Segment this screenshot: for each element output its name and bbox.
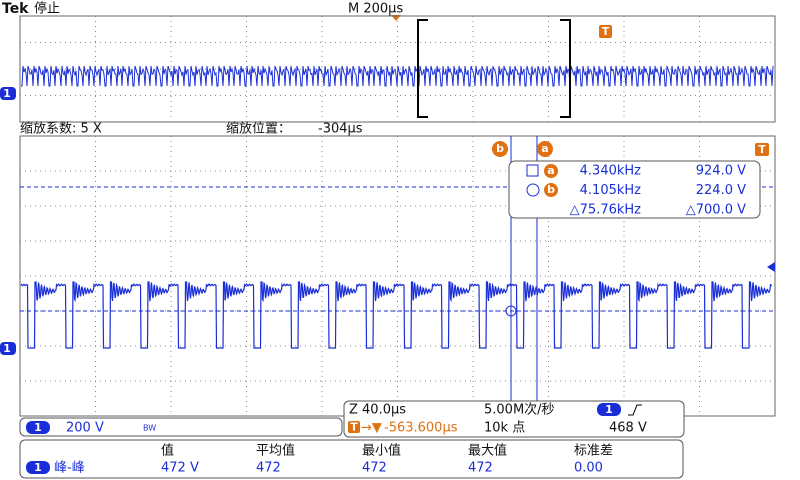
meas-header: 最小值 xyxy=(362,443,401,459)
trigger-level-arrow xyxy=(767,262,775,272)
ch1-badge-main xyxy=(0,342,16,355)
trigger-badge-main xyxy=(755,143,769,156)
cursor-volt: △700.0 V xyxy=(686,203,746,218)
meas-value: 472 xyxy=(362,461,387,476)
meas-value: 472 xyxy=(468,461,493,476)
meas-header: 最大值 xyxy=(468,443,507,459)
trigger-pos-badge-text: T xyxy=(350,421,358,434)
zoom-time: Z 40.0µs xyxy=(349,403,406,418)
meas-header: 平均值 xyxy=(256,443,295,459)
trigger-pos-badge xyxy=(348,421,360,433)
meas-ch-badge xyxy=(26,461,50,474)
channel-bar xyxy=(19,417,343,437)
meas-channel: 1 xyxy=(34,461,42,474)
cursor-a-chip-text: a xyxy=(547,164,554,177)
cursor-a-label: a xyxy=(541,142,548,155)
trigger-level: 468 V xyxy=(609,421,647,436)
record-length: 10k 点 xyxy=(484,421,525,436)
ch1-marker: 1 xyxy=(3,87,11,100)
sample-rate: 5.00M次/秒 xyxy=(484,402,555,418)
trigger-pos-arrow: →▼ xyxy=(361,421,382,436)
zoom-bracket xyxy=(417,19,571,118)
measurement-panel xyxy=(19,439,684,479)
cursor-a-badge xyxy=(537,141,553,157)
brand: Tek xyxy=(2,1,29,17)
ch1-scale-badge xyxy=(26,421,50,434)
meas-header: 标准差 xyxy=(574,444,613,459)
cursor-volt: 924.0 V xyxy=(696,164,746,179)
cursor-b-label: b xyxy=(496,142,504,155)
meas-header: 值 xyxy=(161,443,174,459)
trigger-ch-badge xyxy=(597,403,621,416)
ch1-badge-overview xyxy=(0,87,16,100)
zoom-factor: 缩放系数: 5 X xyxy=(20,121,102,137)
ch1-scale-badge-text: 1 xyxy=(34,421,42,434)
cursor-readout xyxy=(508,160,761,219)
overview-waveform xyxy=(21,65,774,87)
cursor-b-chip xyxy=(544,183,558,197)
meas-value: 0.00 xyxy=(574,461,603,476)
meas-value: 472 xyxy=(256,461,281,476)
trigger-channel: 1 xyxy=(605,403,613,416)
ch1-marker-main: 1 xyxy=(3,342,11,355)
cursor-a-icon xyxy=(526,164,539,177)
zoom-position-label: 缩放位置： xyxy=(226,121,291,137)
cursor-b-chip-text: b xyxy=(547,183,555,196)
meas-value: 472 V xyxy=(161,461,199,476)
trigger-pos: -563.600µs xyxy=(384,421,458,436)
bandwidth-limit: BW xyxy=(143,424,156,433)
cursor-freq: 4.340kHz xyxy=(580,164,642,179)
cursor-volt: 224.0 V xyxy=(696,183,746,198)
trigger-badge-main-text: T xyxy=(758,143,766,156)
timebase: M 200µs xyxy=(348,2,403,17)
cursor-cross xyxy=(505,305,517,317)
cursor-freq: △75.76kHz xyxy=(570,203,642,218)
trigger-badge-text: T xyxy=(602,25,610,38)
trigger-slope xyxy=(628,404,642,416)
main-waveform xyxy=(20,281,773,349)
cursor-freq: 4.105kHz xyxy=(580,183,642,198)
cursor-a-chip xyxy=(544,164,558,178)
meas-name: 峰-峰 xyxy=(54,461,85,476)
zoom-position: -304µs xyxy=(318,122,363,137)
cursor-b-badge xyxy=(492,141,508,157)
trigger-badge xyxy=(599,25,612,38)
run-status: 停止 xyxy=(34,1,60,17)
ch1-scale: 200 V xyxy=(66,421,104,436)
cursor-b-icon xyxy=(526,183,540,197)
